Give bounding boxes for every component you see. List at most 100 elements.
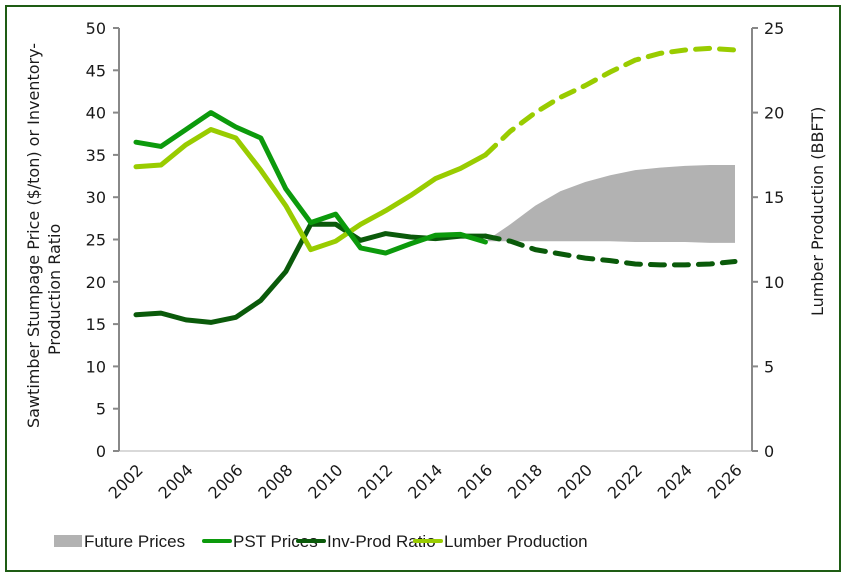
y-tick-label-left: 20 <box>86 273 106 292</box>
lumber-production-point <box>158 163 163 168</box>
lumber-production-point <box>658 51 663 56</box>
inv-prod-ratio-point <box>508 239 513 244</box>
lumber-production-point <box>558 95 563 100</box>
lumber-production-point <box>283 203 288 208</box>
inv-prod-ratio-point <box>683 262 688 267</box>
y-ticks-right: 0 5 10 15 20 25 <box>752 19 784 461</box>
y-tick-label-left: 40 <box>86 104 106 123</box>
future-prices-layer <box>485 165 735 243</box>
x-ticks: 2002 2004 2006 2008 2010 2012 2014 2016 2018 2020… <box>105 460 746 502</box>
inv-prod-ratio-point <box>583 256 588 261</box>
x-tick-label: 2022 <box>604 460 646 502</box>
y2-axis-title: Lumber Production (BBFT) <box>808 107 827 316</box>
x-tick-label: 2026 <box>704 460 746 502</box>
chart-frame <box>5 5 841 572</box>
lumber-production-point <box>583 83 588 88</box>
lumber-production-point <box>608 69 613 74</box>
inv-prod-ratio-point <box>283 269 288 274</box>
pst-prices-point <box>358 245 363 250</box>
legend-label-lumber-production: Lumber Production <box>444 532 588 551</box>
y-tick-label-left: 25 <box>86 231 106 250</box>
y-tick-label-left: 35 <box>86 146 106 165</box>
inv-prod-ratio-point <box>658 262 663 267</box>
inv-prod-ratio-point <box>533 247 538 252</box>
x-tick-label: 2016 <box>454 460 496 502</box>
lumber-production-point <box>533 110 538 115</box>
inv-prod-ratio-point <box>134 312 139 317</box>
legend-label-future-prices: Future Prices <box>84 532 185 551</box>
y-tick-label-left: 5 <box>96 400 106 419</box>
lumber-production-point <box>358 222 363 227</box>
y-tick-label-left: 0 <box>96 442 106 461</box>
pst-prices-point <box>333 212 338 217</box>
lumber-production-point <box>233 135 238 140</box>
legend-item-lumber-production: Lumber Production <box>413 532 588 551</box>
y-tick-label-right: 5 <box>764 357 774 376</box>
lumber-production-point <box>183 142 188 147</box>
pst-prices-point <box>458 232 463 237</box>
inv-prod-ratio-point <box>608 258 613 263</box>
pst-prices-point <box>183 127 188 132</box>
inv-prod-ratio-point <box>158 311 163 316</box>
lumber-production-point <box>483 152 488 157</box>
y-tick-label-right: 10 <box>764 273 784 292</box>
lumber-production-point <box>383 208 388 213</box>
inv-prod-ratio-point <box>233 315 238 320</box>
y-tick-label-right: 25 <box>764 19 784 38</box>
lumber-production-point <box>134 164 139 169</box>
legend-label-inv-prod-ratio: Inv-Prod Ratio <box>327 532 436 551</box>
lumber-production-point <box>458 166 463 171</box>
inv-prod-ratio-point <box>483 234 488 239</box>
inv-prod-ratio-point <box>633 262 638 267</box>
pst-prices-point <box>408 241 413 246</box>
lumber-production-point <box>683 47 688 52</box>
inv-prod-ratio-point <box>558 251 563 256</box>
lumber-production-point <box>633 58 638 63</box>
pst-prices-point <box>208 110 213 115</box>
x-tick-label: 2004 <box>155 460 197 502</box>
pst-prices-point <box>233 124 238 129</box>
pst-prices-point <box>134 140 139 145</box>
x-tick-label: 2006 <box>204 460 246 502</box>
inv-prod-ratio-point <box>383 231 388 236</box>
inv-prod-ratio-line <box>133 221 488 325</box>
series-lines-layer <box>133 45 738 325</box>
legend-item-inv-prod-ratio: Inv-Prod Ratio <box>296 532 436 551</box>
x-tick-label: 2014 <box>404 460 446 502</box>
x-tick-label: 2018 <box>504 460 546 502</box>
inv-prod-ratio-point <box>333 222 338 227</box>
inv-prod-ratio-point <box>733 259 738 264</box>
y-tick-label-left: 30 <box>86 188 106 207</box>
y-tick-label-right: 15 <box>764 188 784 207</box>
x-tick-label: 2010 <box>304 460 346 502</box>
pst-prices-point <box>383 251 388 256</box>
y-axis-title-line2: Production Ratio <box>45 224 64 355</box>
lumber-production-point <box>733 47 738 52</box>
inv-prod-ratio-point <box>208 320 213 325</box>
y-axis-title-line1: Sawtimber Stumpage Price ($/ton) or Inve… <box>24 43 43 428</box>
y-tick-label-left: 15 <box>86 315 106 334</box>
lumber-production-line <box>133 127 488 253</box>
inv-prod-ratio-point <box>183 317 188 322</box>
legend-item-future-prices: Future Prices <box>54 532 185 551</box>
lumber-production-point <box>408 193 413 198</box>
future-prices-band <box>485 165 735 243</box>
legend-item-pst-prices: PST Prices <box>202 532 318 551</box>
pst-prices-point <box>258 135 263 140</box>
lumber-production-point <box>258 168 263 173</box>
y-tick-label-right: 20 <box>764 104 784 123</box>
legend-swatch-future-prices <box>54 535 82 547</box>
pst-prices-point <box>283 186 288 191</box>
pst-prices-point <box>483 240 488 245</box>
inv-prod-ratio-point <box>258 298 263 303</box>
y-tick-label-left: 50 <box>86 19 106 38</box>
x-tick-label: 2012 <box>354 460 396 502</box>
legend-label-pst-prices: PST Prices <box>233 532 318 551</box>
legend: Future Prices PST Prices Inv-Prod Ratio … <box>54 532 588 551</box>
x-tick-label: 2008 <box>254 460 296 502</box>
pst-prices-point <box>308 220 313 225</box>
lumber-production-point <box>308 247 313 252</box>
inv-prod-ratio-projection-line <box>482 233 738 268</box>
y-tick-label-left: 10 <box>86 357 106 376</box>
